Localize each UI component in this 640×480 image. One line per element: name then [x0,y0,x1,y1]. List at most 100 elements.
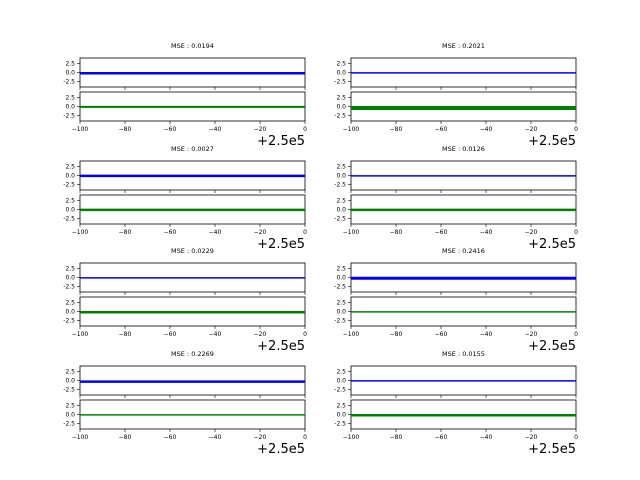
y-tick-label: 2.5 [336,94,346,101]
y-tick-label: 0.0 [65,104,75,111]
y-tick-label: -2.5 [63,182,75,189]
x-tick-label: −80 [390,331,403,338]
x-offset-label: +2.5e5 [257,134,305,149]
x-tick-label: −100 [72,229,89,236]
y-tick-label: 0.0 [336,207,346,214]
x-offset-label: +2.5e5 [257,339,305,354]
x-tick-label: −20 [254,434,267,441]
x-offset-label: +2.5e5 [528,237,576,252]
x-offset-label: +2.5e5 [257,237,305,252]
panel-title: MSE : 0.0194 [171,42,214,50]
x-tick-label: −20 [254,331,267,338]
y-tick-label: -2.5 [334,421,346,428]
y-tick-label: 0.0 [336,104,346,111]
y-tick-label: -2.5 [63,113,75,120]
x-offset-label: +2.5e5 [528,442,576,457]
x-tick-label: −40 [209,229,222,236]
y-tick-label: 0.0 [65,207,75,214]
x-tick-label: −20 [254,126,267,133]
y-tick-label: -2.5 [334,113,346,120]
y-tick-label: 0.0 [65,70,75,77]
y-tick-label: -2.5 [334,284,346,291]
y-tick-label: -2.5 [334,216,346,223]
panel-8: MSE : 0.0155 -2.5 0.0 2.5 -2.5 0.0 2.5 −100 −80 −… [334,350,578,457]
y-tick-label: 0.0 [336,378,346,385]
y-tick-label: 0.0 [65,275,75,282]
y-tick-label: 2.5 [336,265,346,272]
panel-2: MSE : 0.2021 -2.5 0.0 2.5 -2.5 0.0 2.5 −100 −80 −… [334,42,578,149]
y-tick-label: 0.0 [65,173,75,180]
panel-3: MSE : 0.0027 -2.5 0.0 2.5 -2.5 0.0 2.5 −100 −80 −… [63,145,307,252]
y-tick-label: 2.5 [65,197,75,204]
y-tick-label: -2.5 [334,318,346,325]
x-tick-label: −60 [164,331,177,338]
y-tick-label: -2.5 [63,387,75,394]
x-tick-label: −80 [390,126,403,133]
panel-title: MSE : 0.0027 [171,145,214,153]
x-tick-label: 0 [574,229,578,236]
x-tick-label: −60 [435,126,448,133]
panel-7: MSE : 0.2269 -2.5 0.0 2.5 -2.5 0.0 2.5 −100 −80 −… [63,350,307,457]
y-tick-label: 2.5 [65,60,75,67]
x-tick-label: 0 [574,126,578,133]
x-tick-label: 0 [303,331,307,338]
x-tick-label: −60 [435,331,448,338]
x-tick-label: −100 [343,229,360,236]
y-tick-label: -2.5 [63,79,75,86]
y-tick-label: 0.0 [336,275,346,282]
x-tick-label: −40 [209,434,222,441]
x-tick-label: −40 [480,434,493,441]
y-tick-label: -2.5 [334,79,346,86]
y-tick-label: 2.5 [336,163,346,170]
x-offset-label: +2.5e5 [528,134,576,149]
y-tick-label: 2.5 [336,368,346,375]
x-tick-label: −80 [119,229,132,236]
y-tick-label: 2.5 [65,299,75,306]
y-tick-label: 2.5 [336,402,346,409]
x-tick-label: 0 [303,126,307,133]
x-tick-label: −60 [164,229,177,236]
y-tick-label: 2.5 [65,265,75,272]
panel-1: MSE : 0.0194 -2.5 0.0 2.5 -2.5 0.0 2.5 −100 −80 −… [63,42,307,149]
x-tick-label: 0 [574,331,578,338]
x-offset-label: +2.5e5 [257,442,305,457]
x-tick-label: −60 [164,126,177,133]
x-tick-label: −40 [480,126,493,133]
x-tick-label: −20 [525,229,538,236]
panel-title: MSE : 0.0126 [442,145,485,153]
x-tick-label: −100 [72,331,89,338]
panel-6: MSE : 0.2416 -2.5 0.0 2.5 -2.5 0.0 2.5 −100 −80 −… [334,247,578,354]
y-tick-label: 0.0 [65,412,75,419]
y-tick-label: -2.5 [63,284,75,291]
y-tick-label: 2.5 [65,368,75,375]
panel-title: MSE : 0.0229 [171,247,214,255]
x-tick-label: −100 [72,434,89,441]
y-tick-label: 2.5 [336,197,346,204]
x-tick-label: −40 [480,331,493,338]
y-tick-label: 2.5 [65,402,75,409]
panel-title: MSE : 0.2021 [442,42,485,50]
y-tick-label: 2.5 [336,299,346,306]
panel-title: MSE : 0.0155 [442,350,485,358]
x-tick-label: −40 [209,331,222,338]
x-tick-label: −20 [525,126,538,133]
y-tick-label: -2.5 [63,318,75,325]
x-tick-label: −40 [480,229,493,236]
y-tick-label: -2.5 [334,387,346,394]
y-tick-label: 0.0 [336,70,346,77]
x-offset-label: +2.5e5 [528,339,576,354]
y-tick-label: -2.5 [334,182,346,189]
y-tick-label: -2.5 [63,421,75,428]
x-tick-label: −100 [72,126,89,133]
y-tick-label: 2.5 [65,163,75,170]
x-tick-label: −40 [209,126,222,133]
x-tick-label: −80 [119,126,132,133]
x-tick-label: −100 [343,126,360,133]
panel-title: MSE : 0.2416 [442,247,485,255]
panel-4: MSE : 0.0126 -2.5 0.0 2.5 -2.5 0.0 2.5 −100 −80 −… [334,145,578,252]
x-tick-label: −100 [343,434,360,441]
y-tick-label: 0.0 [336,173,346,180]
x-tick-label: 0 [574,434,578,441]
x-tick-label: −60 [435,434,448,441]
